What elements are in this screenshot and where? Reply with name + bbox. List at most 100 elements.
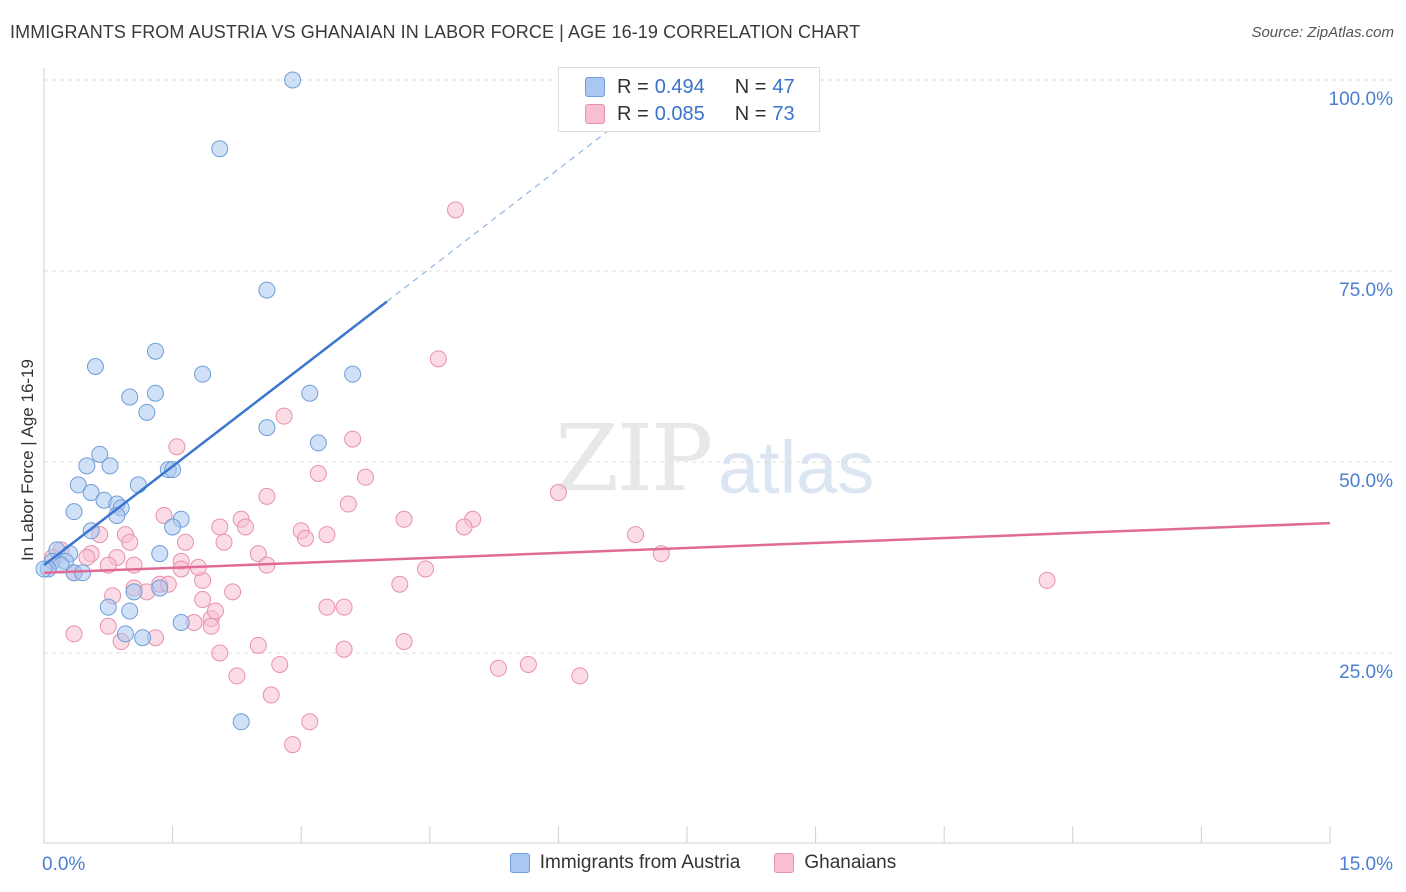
watermark-zip: ZIP (555, 405, 713, 512)
data-point (519, 655, 537, 673)
data-point (138, 403, 156, 421)
stats-legend: R = 0.494 N = 47 R = 0.085 N = 73 (558, 67, 820, 132)
data-point (271, 655, 289, 673)
data-point (91, 445, 109, 463)
ghanaians-trend-line (43, 521, 1331, 575)
data-point (258, 487, 276, 505)
data-point (194, 591, 212, 609)
data-point (172, 613, 190, 631)
data-point (151, 579, 169, 597)
data-point (146, 342, 164, 360)
trend-lines (43, 102, 1331, 575)
data-point (125, 583, 143, 601)
ghanaians-points (44, 201, 1056, 754)
data-point (258, 419, 276, 437)
y-axis-label: In Labor Force | Age 16-19 (18, 359, 37, 561)
data-point (194, 365, 212, 383)
data-point (86, 358, 104, 375)
austria-swatch (585, 77, 605, 97)
data-point (395, 633, 413, 651)
data-point (228, 667, 246, 685)
data-point (202, 617, 220, 635)
data-point (69, 476, 87, 494)
n-value: 47 (772, 75, 795, 98)
axes (43, 68, 1331, 844)
austria-legend-swatch (509, 853, 530, 873)
r-value: 0.085 (654, 102, 705, 125)
watermark-atlas: atlas (718, 426, 875, 509)
legend-row-austria: R = 0.494 N = 47 (585, 74, 795, 100)
data-point (99, 598, 117, 616)
data-point (249, 636, 267, 654)
y-tick-label: 100.0% (1329, 89, 1394, 110)
data-point (134, 629, 152, 647)
data-point (206, 602, 224, 620)
austria-trend-extension (386, 102, 645, 303)
y-tick-label: 50.0% (1339, 471, 1393, 492)
data-point (301, 713, 319, 731)
data-point (335, 598, 353, 616)
data-point (489, 659, 507, 677)
data-point (146, 384, 164, 402)
data-point (309, 464, 327, 482)
data-point (309, 434, 327, 452)
austria-legend-label: Immigrants from Austria (539, 852, 741, 873)
data-point (344, 365, 362, 383)
data-point (121, 602, 139, 620)
y-tick-label: 25.0% (1339, 662, 1393, 683)
data-point (121, 533, 139, 551)
data-point (65, 625, 83, 643)
data-point (1038, 571, 1056, 589)
data-point (101, 457, 119, 475)
n-label: N = (734, 75, 767, 98)
data-point (627, 526, 645, 544)
data-point (164, 461, 182, 479)
data-point (121, 388, 139, 406)
data-point (258, 281, 276, 299)
data-point (74, 564, 92, 582)
data-point (284, 736, 302, 754)
legend-item-austria: Immigrants from Austria (509, 852, 741, 874)
r-label: R = (617, 102, 649, 125)
chart-source: Source: ZipAtlas.com (1251, 24, 1394, 41)
data-point (417, 560, 435, 578)
data-point (236, 518, 254, 536)
x-tick-label: 15.0% (1339, 854, 1393, 875)
ghanaians-swatch (585, 104, 605, 124)
data-point (429, 350, 447, 368)
data-point (78, 457, 96, 475)
data-point (164, 518, 182, 536)
austria-trend-line (43, 300, 388, 567)
data-point (176, 533, 194, 551)
data-point (155, 506, 173, 524)
data-point (344, 430, 362, 448)
ghanaians-legend-swatch (774, 853, 795, 873)
data-point (318, 526, 336, 544)
data-point (224, 583, 242, 601)
data-point (296, 529, 314, 547)
data-point (82, 484, 100, 502)
austria-points (35, 71, 362, 731)
tick-labels: 25.0% 50.0% 75.0% 100.0% 0.0% 15.0% (42, 89, 1393, 875)
r-value: 0.494 (654, 75, 705, 98)
legend-row-ghanaians: R = 0.085 N = 73 (585, 101, 795, 127)
data-point (35, 560, 53, 578)
data-point (455, 518, 473, 536)
data-point (65, 503, 83, 521)
data-point (168, 438, 186, 456)
data-point (151, 545, 169, 563)
r-label: R = (617, 75, 649, 98)
data-point (284, 71, 302, 89)
data-point (571, 667, 589, 685)
legend-item-ghanaians: Ghanaians (774, 852, 896, 874)
data-point (357, 468, 374, 486)
n-label: N = (734, 102, 767, 125)
data-point (275, 407, 293, 425)
chart-title: IMMIGRANTS FROM AUSTRIA VS GHANAIAN IN L… (10, 22, 861, 42)
data-point (78, 549, 96, 566)
data-point (301, 384, 319, 402)
data-point (447, 201, 465, 219)
ghanaians-legend-label: Ghanaians (804, 852, 897, 873)
y-tick-label: 75.0% (1339, 280, 1393, 301)
